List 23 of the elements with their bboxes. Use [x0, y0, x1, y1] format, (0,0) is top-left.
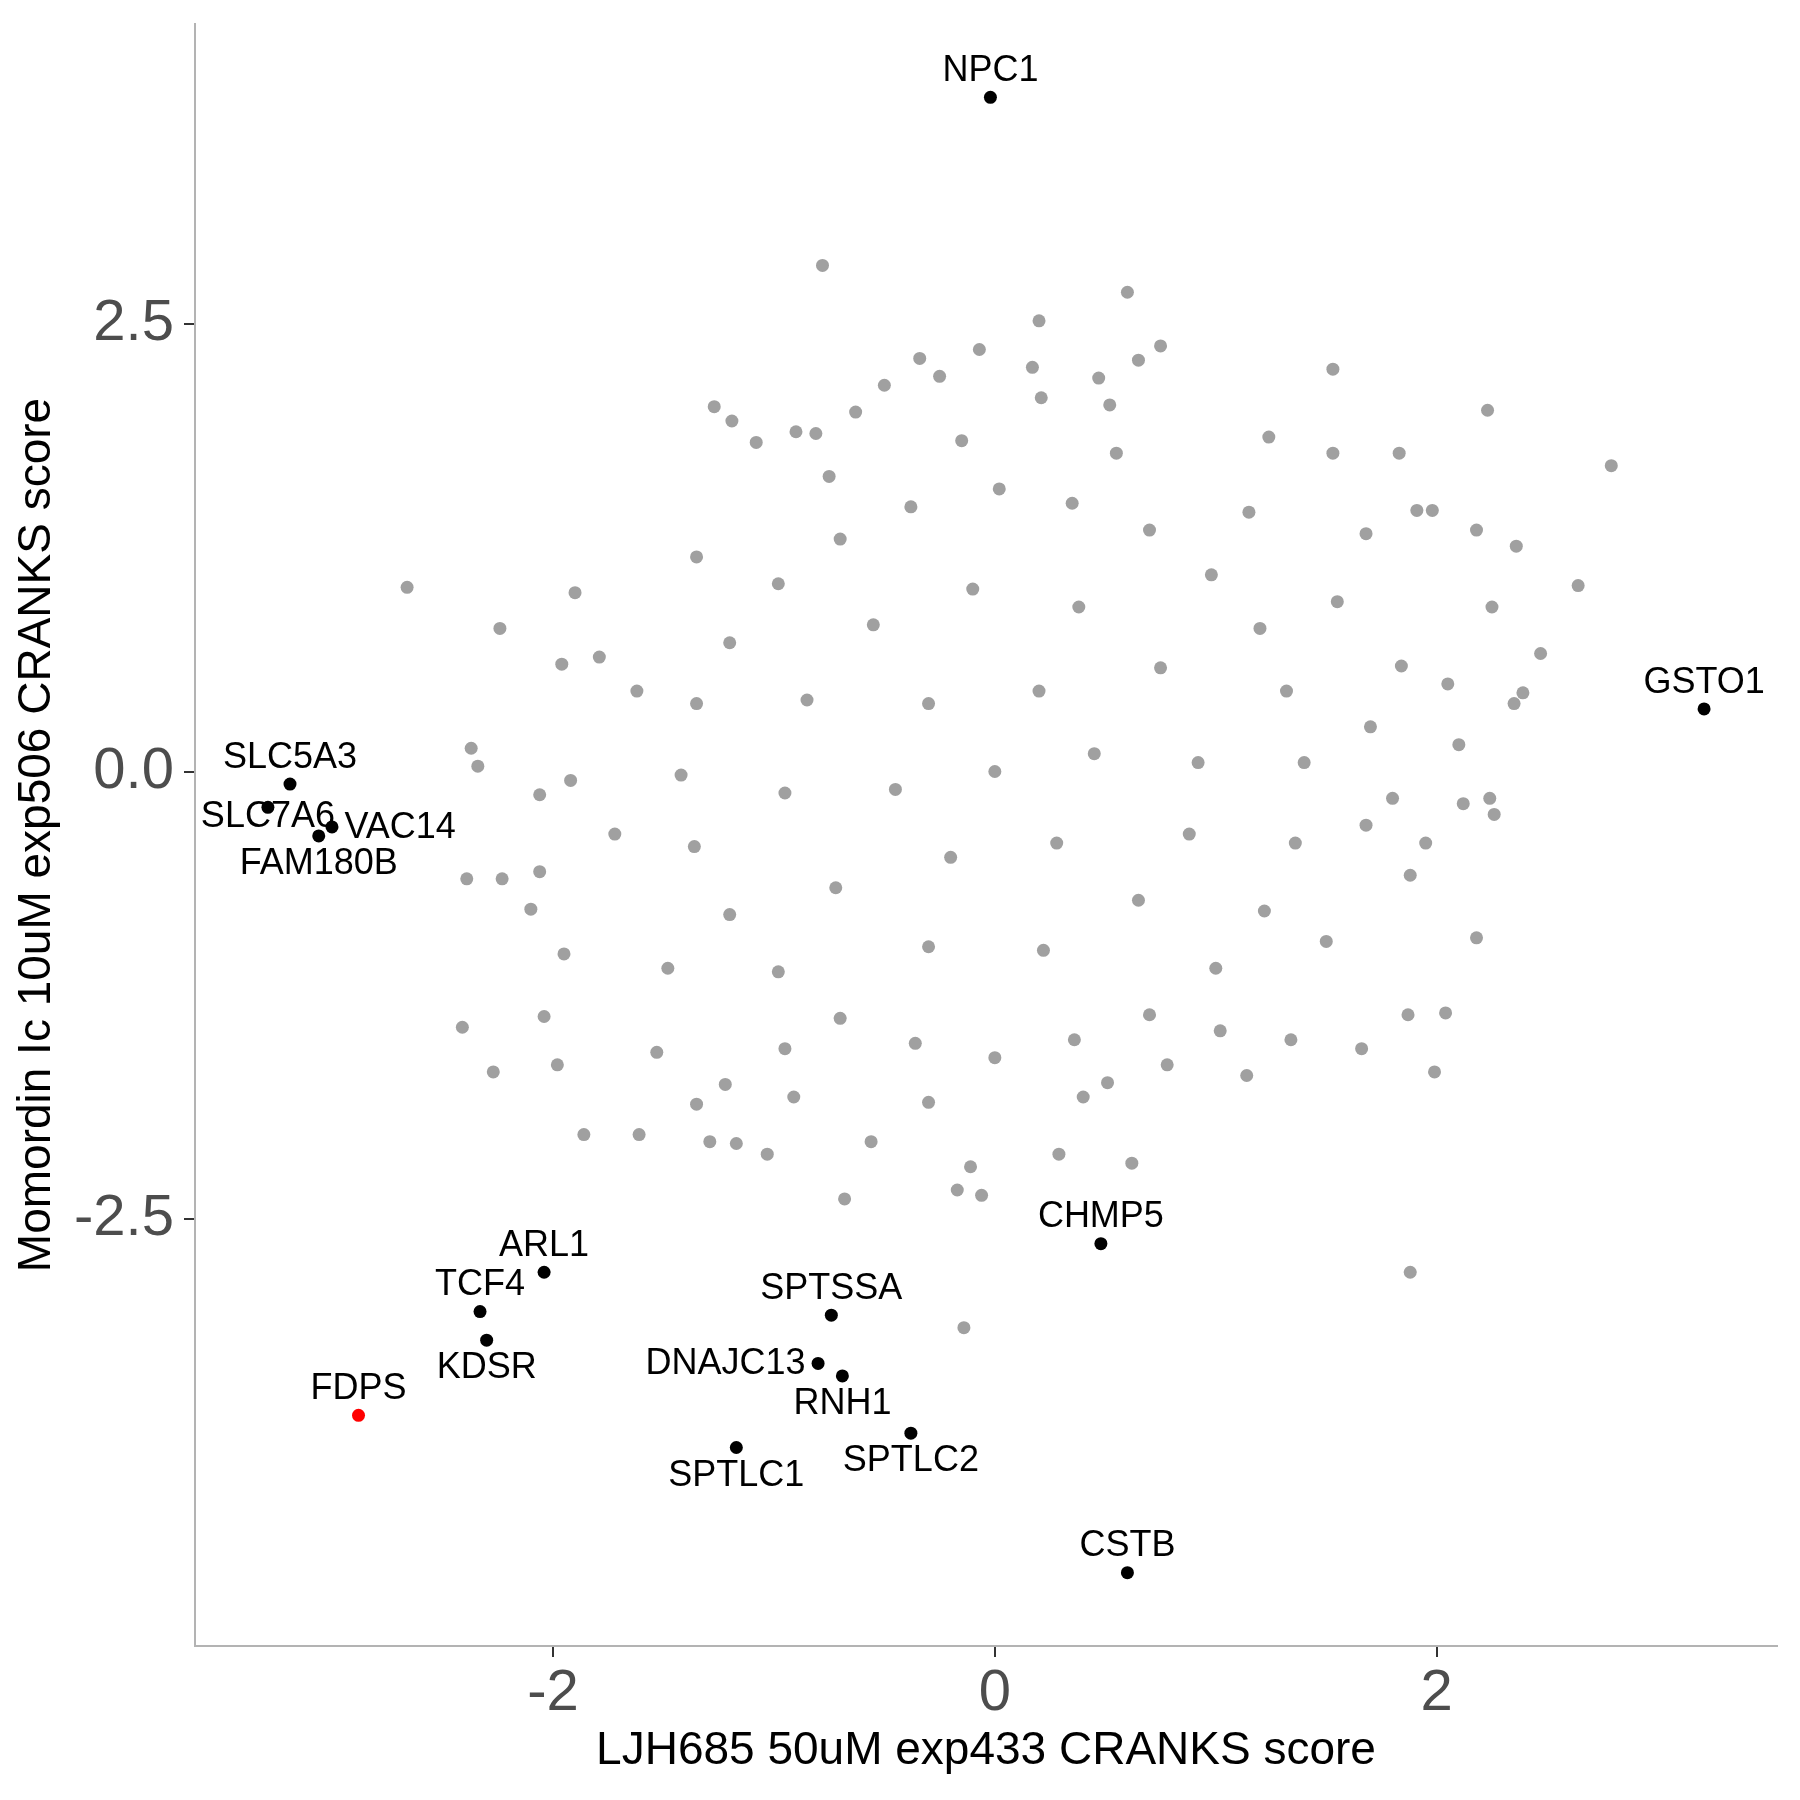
data-label: KDSR — [436, 1345, 537, 1387]
data-label: SPTSSA — [760, 1265, 903, 1307]
data-label: CSTB — [1079, 1523, 1176, 1565]
data-label: GSTO1 — [1643, 659, 1765, 701]
y-tick-label: 2.5 — [93, 287, 174, 353]
x-tick-label: -2 — [527, 1656, 579, 1722]
data-label: SPTLC1 — [668, 1452, 805, 1494]
data-label: FDPS — [310, 1365, 407, 1407]
data-label: ARL1 — [499, 1222, 590, 1264]
x-tick-label: 0 — [978, 1656, 1011, 1722]
data-label: SLC7A6 — [200, 794, 335, 836]
data-label: SLC5A3 — [222, 734, 358, 776]
y-tick-label: -2.5 — [74, 1181, 174, 1247]
y-axis-title: Momordin Ic 10uM exp506 CRANKS score — [8, 397, 61, 1273]
data-label: SPTLC2 — [842, 1438, 979, 1480]
data-label: RNH1 — [793, 1381, 892, 1423]
y-tick-label: 0.0 — [93, 734, 174, 800]
data-label: TCF4 — [435, 1262, 526, 1304]
x-axis-title: LJH685 50uM exp433 CRANKS score — [596, 1722, 1376, 1775]
x-tick-label: 2 — [1420, 1656, 1453, 1722]
data-label: DNAJC13 — [645, 1341, 806, 1383]
data-label: CHMP5 — [1037, 1194, 1164, 1236]
data-label: NPC1 — [942, 47, 1039, 89]
